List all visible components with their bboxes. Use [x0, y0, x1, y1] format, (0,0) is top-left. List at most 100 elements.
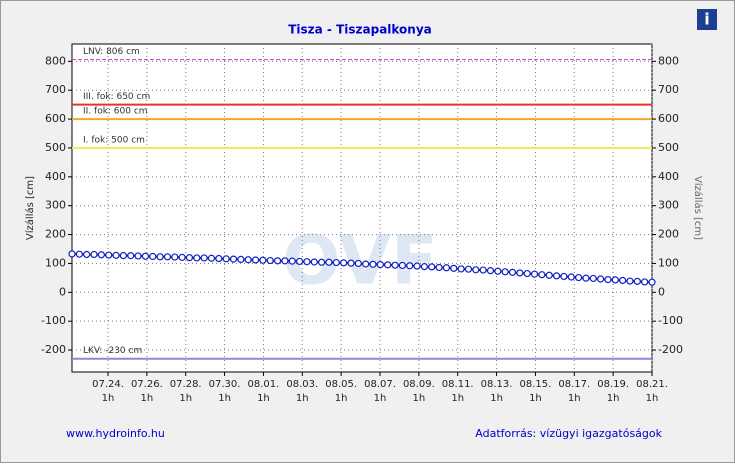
x-tick-label: 1h: [568, 393, 581, 404]
threshold-label: I. fok: 500 cm: [83, 135, 145, 145]
y-tick-label: 200: [45, 228, 66, 241]
data-point: [545, 271, 553, 279]
data-point: [193, 254, 201, 262]
x-tick-label: 08.01.: [248, 379, 280, 390]
y2-tick-label: 300: [658, 199, 679, 212]
y-tick-label: -200: [41, 343, 66, 356]
data-point: [464, 265, 473, 273]
data-point: [384, 261, 392, 269]
data-point: [516, 269, 524, 277]
threshold-label: II. fok: 600 cm: [83, 107, 148, 117]
y2-tick-label: 100: [658, 256, 679, 269]
x-tick-label: 08.11.: [442, 379, 474, 390]
data-point: [413, 262, 421, 270]
data-point: [347, 259, 355, 267]
x-tick-label: 08.03.: [286, 379, 318, 390]
y2-tick-label: 800: [658, 54, 679, 67]
x-tick-label: 08.09.: [403, 379, 435, 390]
info-icon[interactable]: [697, 9, 717, 30]
y-tick-label: 800: [45, 54, 66, 67]
data-point: [200, 254, 208, 262]
threshold-label: LNV: 806 cm: [83, 47, 140, 57]
y2-tick-label: 600: [658, 112, 679, 125]
footer-link[interactable]: www.hydroinfo.hu: [66, 427, 165, 440]
data-point: [75, 250, 83, 258]
data-point: [303, 258, 311, 266]
plot-area: [71, 43, 653, 373]
data-point: [295, 257, 304, 266]
data-point: [281, 257, 289, 265]
x-tick-label: 1h: [374, 393, 387, 404]
data-point: [156, 253, 164, 261]
x-tick-label: 08.21.: [636, 379, 668, 390]
x-tick-label: 1h: [296, 393, 309, 404]
data-point: [229, 255, 238, 263]
y-tick-label: 300: [45, 199, 66, 212]
data-point: [369, 260, 377, 268]
data-point: [178, 253, 186, 261]
data-point: [83, 250, 91, 259]
x-tick-label: 1h: [490, 393, 503, 404]
data-point: [340, 259, 348, 267]
data-point: [486, 267, 495, 275]
y-tick-label: 700: [45, 83, 66, 96]
footer-source: Adatforrás: vízügyi igazgatóságok: [475, 427, 662, 440]
data-point: [611, 276, 619, 284]
y-tick-label: 0: [59, 285, 66, 298]
data-point: [479, 266, 487, 274]
data-point: [567, 273, 575, 281]
y-tick-label: -100: [41, 314, 66, 327]
y-tick-label: 100: [45, 256, 66, 269]
y2-tick-label: 400: [658, 170, 679, 183]
data-point: [251, 256, 260, 264]
x-tick-label: 08.19.: [597, 379, 629, 390]
y2-tick-label: 700: [658, 83, 679, 96]
y-tick-label: 500: [45, 141, 66, 154]
data-point: [171, 253, 179, 261]
data-point: [501, 268, 509, 276]
data-point: [457, 265, 465, 273]
data-point: [362, 260, 370, 268]
x-tick-label: 1h: [257, 393, 270, 404]
y2-tick-label: -100: [658, 314, 683, 327]
data-point: [538, 271, 546, 279]
data-point: [134, 252, 142, 260]
data-point: [619, 276, 627, 285]
data-point: [163, 253, 172, 261]
data-point: [90, 250, 98, 259]
data-point: [494, 267, 502, 275]
data-point: [185, 254, 194, 262]
x-tick-label: 08.17.: [558, 379, 590, 390]
data-point: [244, 256, 252, 264]
y2-tick-label: 200: [658, 228, 679, 241]
data-point: [310, 258, 318, 266]
data-point: [266, 256, 274, 265]
data-point: [354, 259, 362, 268]
data-point: [508, 268, 517, 276]
x-tick-label: 1h: [413, 393, 426, 404]
y2-tick-label: -200: [658, 343, 683, 356]
x-tick-label: 07.28.: [170, 379, 202, 390]
info-icon-text[interactable]: i: [704, 10, 709, 29]
x-tick-label: 1h: [451, 393, 464, 404]
data-point: [428, 263, 436, 271]
data-point: [68, 250, 76, 258]
x-tick-label: 08.13.: [481, 379, 513, 390]
data-point: [141, 252, 150, 260]
data-point: [376, 260, 384, 269]
data-point: [435, 263, 443, 272]
threshold-label: III. fok: 650 cm: [83, 92, 150, 102]
y2-tick-label: 0: [658, 285, 665, 298]
data-point: [112, 251, 120, 259]
data-point: [626, 277, 634, 285]
x-tick-label: 07.26.: [131, 379, 163, 390]
x-tick-label: 1h: [607, 393, 620, 404]
data-point: [406, 262, 414, 270]
data-point: [442, 264, 451, 272]
data-point: [641, 278, 649, 286]
data-point: [552, 272, 561, 280]
y2-tick-label: 500: [658, 141, 679, 154]
data-point: [222, 255, 230, 263]
data-point: [97, 251, 105, 259]
